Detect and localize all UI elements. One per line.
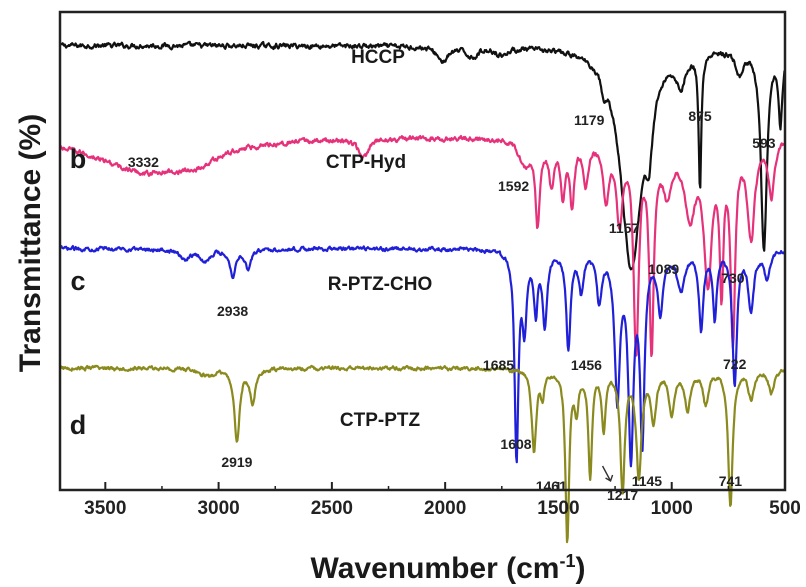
series-name-label: HCCP [351,47,405,68]
plot-area [58,40,786,544]
x-tick-label: 3500 [84,498,126,519]
series-name-label: CTP-PTZ [340,410,421,431]
x-axis-title-end: ) [575,552,585,585]
series-letter-label: c [70,266,85,296]
plot-frame [58,10,787,492]
peak-label: 1145 [632,473,663,489]
peak-label: 741 [719,473,743,489]
peak-label: 1179 [574,112,605,128]
peak-label: 3332 [128,154,159,170]
series-letter-label: b [70,144,87,174]
peak-label: 1089 [648,261,679,277]
peak-label: 2919 [221,454,252,470]
peak-arrow [601,465,614,483]
series-line-hccp [58,40,786,271]
peak-label: 1592 [498,178,529,194]
x-tick-label: 2500 [311,498,353,519]
x-axis-title-superscript: -1 [559,551,575,571]
x-axis-ticks: 3500 3000 2500 2000 1500 1000 500 [84,482,801,519]
peak-label: 1461 [536,478,567,494]
series-line-ctp-hyd [59,135,786,358]
peak-label: 1685 [483,357,514,373]
x-tick-label: 3000 [197,498,239,519]
x-tick-label: 500 [769,498,801,519]
x-tick-label: 2000 [424,498,466,519]
series-labels: HCCP 1179 875 593 CTP-Hyd b 3332 1592 1157 1089 73… [70,47,776,503]
x-tick-label: 1000 [651,498,693,519]
y-axis-title: Transmittance (%) [14,114,47,372]
x-axis-title-main: Wavenumber (cm [311,552,560,585]
series-line-ctp-ptz [59,364,786,544]
peak-label: 1608 [500,436,531,452]
peak-label: 2938 [217,303,248,319]
peak-label: 730 [721,270,745,286]
series-name-label: R-PTZ-CHO [328,274,432,295]
peak-label: 875 [688,108,712,124]
x-tick-label: 1500 [537,498,579,519]
series-line-r-ptz-cho [59,245,786,468]
peak-label: 722 [723,356,747,372]
x-axis-title: Wavenumber (cm-1) [311,551,586,585]
series-name-label: CTP-Hyd [326,152,406,173]
peak-label: 593 [752,135,776,151]
peak-label: 1157 [609,220,640,236]
peak-label: 1217 [607,487,638,503]
peak-label: 1456 [571,357,602,373]
series-letter-label: d [70,410,87,440]
